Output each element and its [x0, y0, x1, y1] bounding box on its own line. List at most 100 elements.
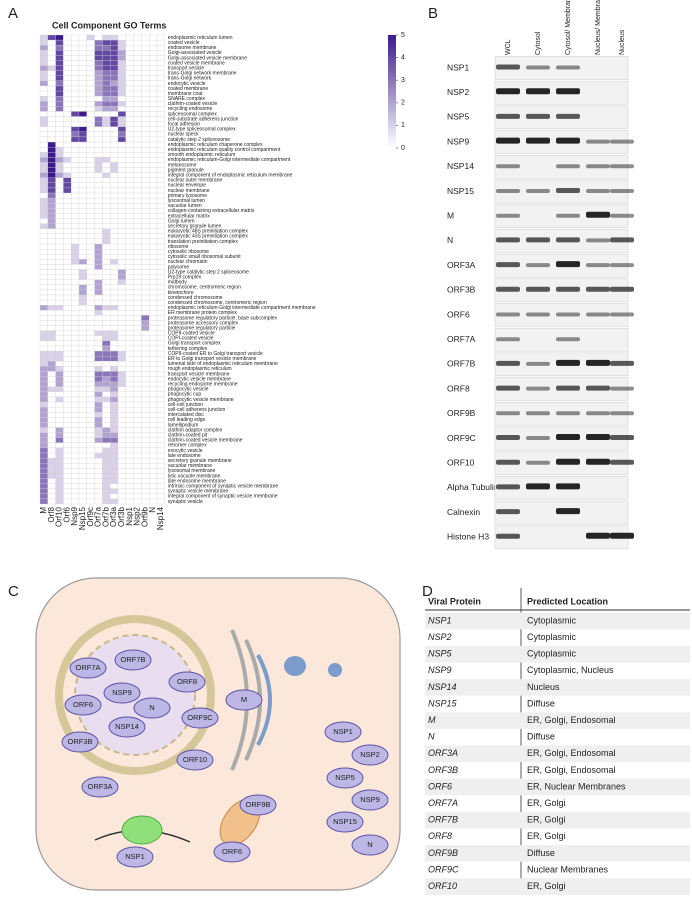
heatmap-cell	[55, 233, 64, 240]
heatmap-cell	[94, 116, 103, 122]
row-label: condensed chromosome	[168, 295, 223, 301]
heatmap-cell	[39, 172, 48, 178]
heatmap-cell	[86, 350, 95, 357]
heatmap-cell	[94, 233, 103, 240]
heatmap-cell	[117, 447, 126, 454]
heatmap-cell	[141, 264, 150, 270]
heatmap-cell	[39, 157, 48, 163]
heatmap-cell	[133, 233, 142, 240]
heatmap-cell	[156, 228, 165, 234]
heatmap-cell	[156, 294, 165, 301]
heatmap-cell	[94, 223, 103, 229]
heatmap-cell	[71, 167, 80, 173]
heatmap-cell	[78, 366, 87, 372]
heatmap-cell	[94, 162, 103, 168]
heatmap-cell	[110, 422, 119, 428]
heatmap-cell	[125, 325, 134, 331]
heatmap-cell	[125, 468, 134, 474]
heatmap-cell	[94, 406, 103, 413]
heatmap-cell	[110, 427, 119, 433]
heatmap-cell	[55, 457, 64, 464]
heatmap-cell	[71, 45, 80, 51]
blot-label: NSP9	[447, 136, 469, 146]
heatmap-cell	[110, 488, 119, 494]
heatmap-cell	[117, 305, 126, 311]
heatmap-cell	[117, 208, 126, 214]
heatmap-cell	[133, 121, 142, 127]
row-label: endocytic vesicle membrane	[168, 376, 231, 382]
heatmap-cell	[55, 320, 64, 326]
heatmap-cell	[125, 335, 134, 342]
heatmap-cell	[71, 75, 80, 82]
heatmap-cell	[156, 335, 165, 342]
heatmap-cell	[47, 274, 56, 280]
heatmap-cell	[141, 463, 150, 469]
row-label: catalytic step 2 spliceosome	[168, 137, 230, 143]
heatmap-cell	[94, 45, 103, 51]
heatmap-cell	[156, 417, 165, 423]
heatmap-cell	[156, 350, 165, 357]
heatmap-cell	[133, 96, 142, 102]
heatmap-cell	[110, 208, 119, 214]
heatmap-cell	[39, 417, 48, 423]
band	[556, 483, 580, 490]
heatmap-cell	[78, 101, 87, 107]
protein	[114, 649, 152, 671]
colorbar	[388, 35, 396, 148]
heatmap-cell	[133, 299, 142, 306]
heatmap-cell	[141, 254, 150, 260]
heatmap-cell	[86, 192, 95, 199]
heatmap-cell	[110, 192, 119, 199]
heatmap-cell	[156, 136, 165, 143]
heatmap-cell	[117, 116, 126, 122]
heatmap-cell	[149, 213, 158, 219]
heatmap-cell	[102, 269, 111, 275]
heatmap-cell	[78, 121, 87, 127]
heatmap-cell	[55, 187, 64, 194]
heatmap-cell	[156, 432, 165, 438]
heatmap-cell	[149, 315, 158, 321]
heatmap-cell	[71, 310, 80, 316]
heatmap-cell	[133, 371, 142, 377]
heatmap-cell	[156, 325, 165, 331]
heatmap-cell	[86, 325, 95, 331]
heatmap-cell	[39, 152, 48, 158]
heatmap-cell	[149, 85, 158, 92]
heatmap-cell	[47, 432, 56, 438]
heatmap-cell	[117, 243, 126, 250]
heatmap-cell	[125, 96, 134, 102]
heatmap-cell	[94, 463, 103, 469]
heatmap-cell	[47, 340, 56, 347]
blot-label: NSP15	[447, 186, 474, 196]
heatmap-cell	[71, 371, 80, 377]
band	[586, 211, 610, 218]
protein-label: NSP2	[360, 750, 380, 759]
heatmap-cell	[133, 111, 142, 117]
heatmap-cell	[141, 325, 150, 331]
heatmap-cell	[86, 432, 95, 438]
heatmap-cell	[55, 80, 64, 87]
heatmap-cell	[63, 427, 72, 433]
heatmap-cell	[117, 284, 126, 291]
row-label: secretory granule lumen	[168, 223, 222, 229]
heatmap-cell	[47, 468, 56, 474]
heatmap-cell	[110, 187, 119, 194]
band	[610, 286, 634, 292]
heatmap-cell	[39, 65, 48, 71]
heatmap-cell	[149, 498, 158, 505]
band	[610, 459, 634, 465]
heatmap-cell	[149, 457, 158, 464]
heatmap-cell	[86, 111, 95, 117]
heatmap-cell	[117, 437, 126, 443]
heatmap-cell	[110, 401, 119, 408]
heatmap-cell	[141, 335, 150, 342]
heatmap-cell	[63, 417, 72, 423]
heatmap-cell	[55, 483, 64, 489]
band	[526, 137, 550, 144]
heatmap-cell	[63, 85, 72, 92]
heatmap-cell	[102, 330, 111, 336]
heatmap-cell	[94, 96, 103, 102]
heatmap-cell	[125, 284, 134, 291]
heatmap-cell	[102, 320, 111, 326]
heatmap-cell	[133, 182, 142, 189]
